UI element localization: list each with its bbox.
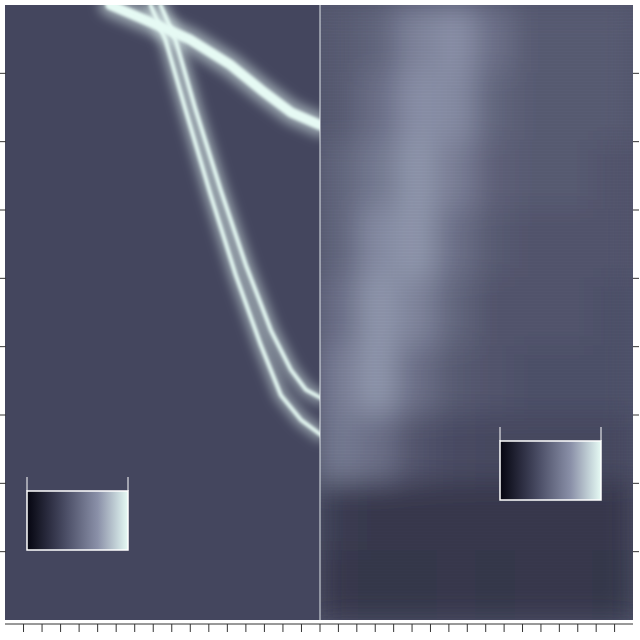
- x-tick: [540, 624, 541, 632]
- x-tick: [79, 624, 80, 632]
- colorbar-tick: [128, 477, 129, 491]
- x-tick: [596, 624, 597, 632]
- x-tick: [116, 624, 117, 632]
- y-tick: [0, 210, 6, 211]
- x-tick: [393, 624, 394, 632]
- heatmap-cell: [397, 277, 438, 347]
- x-axis: [5, 624, 633, 625]
- x-tick: [614, 624, 615, 632]
- x-tick: [320, 624, 321, 632]
- x-tick: [559, 624, 560, 632]
- panel-divider: [319, 5, 321, 620]
- band-curve: [161, 5, 321, 398]
- x-tick: [42, 624, 43, 632]
- heatmap-cell: [320, 277, 360, 347]
- heatmap-cell: [358, 277, 399, 347]
- x-tick: [412, 624, 413, 632]
- y-tick: [633, 210, 639, 211]
- heatmap-cell: [476, 551, 517, 620]
- y-tick: [0, 346, 6, 347]
- curves: [110, 5, 320, 435]
- plot-background: [5, 5, 320, 620]
- x-tick: [430, 624, 431, 632]
- heatmap-cell: [320, 5, 360, 74]
- y-tick: [633, 346, 639, 347]
- band-curve: [151, 5, 321, 435]
- heatmap-cell: [436, 5, 477, 74]
- colorbar: [500, 441, 601, 500]
- colorbar: [27, 491, 128, 550]
- heatmap-cell: [476, 5, 517, 74]
- y-tick: [633, 551, 639, 552]
- x-tick: [356, 624, 357, 632]
- band-glow: [151, 5, 321, 435]
- heatmap-cell: [397, 5, 438, 74]
- x-tick: [23, 624, 24, 632]
- heatmap-cell: [515, 551, 556, 620]
- x-tick: [577, 624, 578, 632]
- x-tick: [245, 624, 246, 632]
- x-tick: [338, 624, 339, 632]
- y-tick: [0, 278, 6, 279]
- figure: [0, 0, 640, 640]
- heatmap-cell: [358, 551, 399, 620]
- heatmap-cell: [593, 5, 633, 74]
- x-tick: [282, 624, 283, 632]
- x-tick: [522, 624, 523, 632]
- x-tick: [448, 624, 449, 632]
- y-tick: [0, 415, 6, 416]
- x-tick: [504, 624, 505, 632]
- heatmap-cell: [320, 551, 360, 620]
- y-tick: [0, 73, 6, 74]
- x-tick: [153, 624, 154, 632]
- colorbar-tick: [500, 427, 501, 441]
- y-tick: [633, 73, 639, 74]
- y-tick: [633, 415, 639, 416]
- band-curve: [110, 5, 320, 125]
- heatmap-cell: [554, 277, 595, 347]
- x-tick: [301, 624, 302, 632]
- y-tick: [0, 551, 6, 552]
- y-tick: [633, 278, 639, 279]
- heatmap-cell: [554, 551, 595, 620]
- x-tick: [97, 624, 98, 632]
- x-tick: [375, 624, 376, 632]
- heatmap-cell: [358, 5, 399, 74]
- heatmap-cell: [515, 277, 556, 347]
- colorbar-tick: [601, 427, 602, 441]
- y-tick: [0, 483, 6, 484]
- heatmap-cell: [476, 277, 517, 347]
- plot-background: [320, 5, 633, 620]
- x-tick: [467, 624, 468, 632]
- band-glow: [110, 5, 320, 125]
- y-tick: [633, 483, 639, 484]
- colorbar-tick: [27, 477, 28, 491]
- heatmap-cell: [436, 551, 477, 620]
- x-tick: [190, 624, 191, 632]
- x-tick: [208, 624, 209, 632]
- x-tick: [227, 624, 228, 632]
- x-tick: [171, 624, 172, 632]
- heatmap-cell: [515, 5, 556, 74]
- heatmap-cell: [436, 277, 477, 347]
- heatmap-cell: [593, 277, 633, 347]
- x-tick: [485, 624, 486, 632]
- y-tick: [633, 141, 639, 142]
- heatmap-cell: [397, 551, 438, 620]
- x-tick: [134, 624, 135, 632]
- heatmap: [320, 5, 633, 620]
- heatmap-cell: [554, 5, 595, 74]
- band-glow: [161, 5, 321, 398]
- heatmap-cell: [593, 551, 633, 620]
- y-tick: [0, 141, 6, 142]
- x-tick: [264, 624, 265, 632]
- x-tick: [60, 624, 61, 632]
